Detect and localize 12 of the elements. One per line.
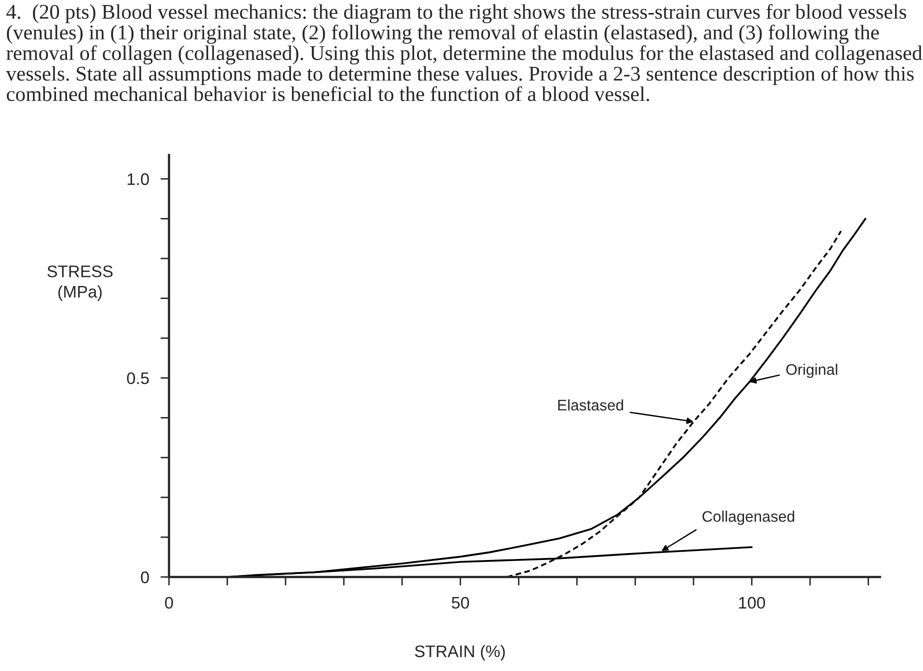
y-axis-title: STRESS (MPa) bbox=[47, 265, 113, 301]
y-tick-label: 0.5 bbox=[127, 372, 149, 384]
annotation: Elastased bbox=[558, 399, 624, 411]
x-tick-label: 50 bbox=[452, 596, 470, 609]
y-tick-label: 0 bbox=[140, 571, 149, 584]
chart-title: 4. (20 pts) Blood vessel mechanics: the diagram to the right shows the stress-strain curves for blood vessels (venules) in (1) their original state, (2) following the removal of elastin (elastased), and (3) following the removal of collagen (collagenased). Using this plot, determine the modulus for the elastased and collagenased vessels. State all assumptions made to determine these values. Provide a 2-3 sentence description of how this combined mechanical behavior is beneficial to the function of a blood vessel. bbox=[6, 4, 922, 102]
x-axis-title: STRAIN (%) bbox=[414, 645, 505, 661]
annotation: Original bbox=[786, 364, 838, 378]
annotation: Collagenased bbox=[702, 510, 794, 525]
y-tick-label: 1.0 bbox=[128, 173, 149, 186]
x-tick-label: 0 bbox=[165, 596, 173, 609]
x-tick-label: 100 bbox=[739, 596, 766, 609]
